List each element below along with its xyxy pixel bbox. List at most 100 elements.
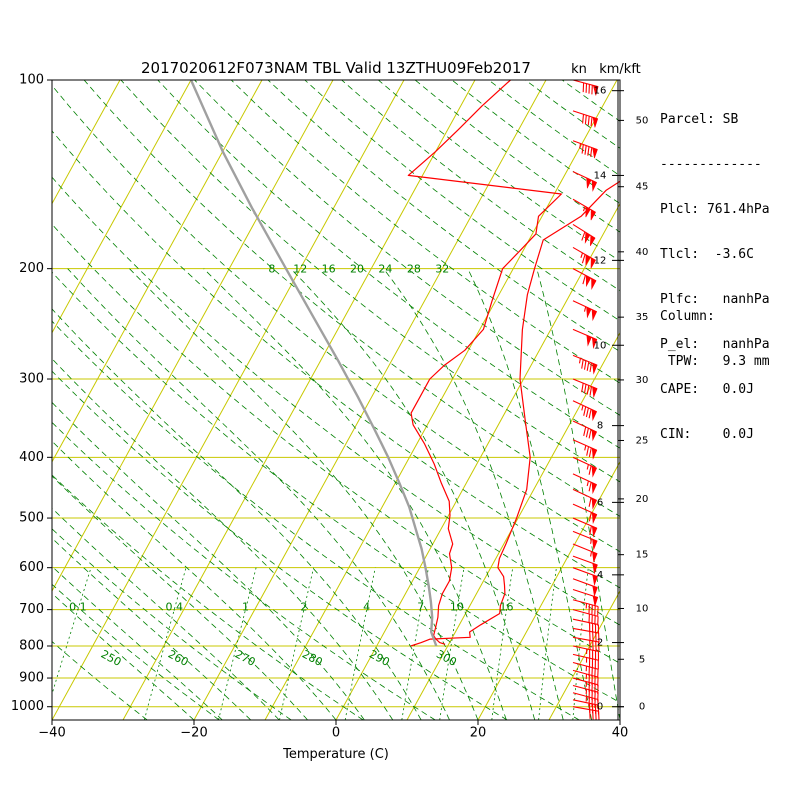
moist-adiabat-line [52,507,280,720]
km-tick-label: 12 [594,255,607,266]
wind-barb-half-feather [584,445,587,451]
wind-barb-feather [583,360,587,370]
wind-barb-flag [590,235,596,246]
wind-barb-feather [588,497,592,507]
dry-adiabat-line [230,80,620,384]
wind-barb-feather [581,359,584,369]
mixing-ratio-label: 0.1 [69,601,87,614]
km-tick-label: 4 [597,570,603,581]
x-tick-label: 40 [612,726,629,741]
wind-barb-flag [592,562,598,575]
profile-line [407,80,563,645]
wind-barb-staff [572,618,599,626]
mixing-ratio-line [279,567,314,720]
kft-tick-label: 50 [636,115,649,126]
wind-barb-flag [585,275,592,288]
wind-barb-feather [584,115,587,125]
chart-title: 2017020612F073NAM TBL Valid 13ZTHU09Feb2… [141,59,531,77]
parcel-info-line: Parcel: SB [660,112,739,127]
mixing-ratio-label: 10 [450,601,464,614]
axes: 0246810121416051015202530354045501002003… [11,73,648,741]
wind-barb-feather [586,446,590,456]
wind-barb-flag [586,306,592,319]
background-lines [52,80,620,720]
wind-barb-staff [572,645,599,652]
mixing-ratio-line [143,567,187,720]
isotherm-line [335,202,620,720]
km-tick-label: 16 [594,86,607,97]
parcel-info-line: ------------- [660,157,762,172]
wind-barb-flag [591,447,598,460]
moist-adiabat-line [52,308,422,720]
wind-barb-flag [591,497,598,510]
parcel-info-line: Plfc: nanhPa [660,292,770,307]
kft-tick-label: 20 [636,494,649,505]
wind-barb-staff [572,684,599,693]
wind-barb-feather [586,361,590,371]
wind-barb-flag [586,177,592,189]
x-tick-label: 20 [470,726,487,741]
wind-units-label: kn [571,62,587,77]
y-tick-label: 1000 [11,699,44,714]
parcel-info-line: CAPE: 0.0J [660,382,754,397]
wind-barb-feather [588,512,592,522]
km-tick-label: 6 [597,497,603,508]
wind-barb-feather [582,275,586,285]
dry-adiabat-line [52,474,364,720]
profile-line [410,180,620,647]
isotherm-label: 12 [293,263,307,276]
wind-barb-staff [572,669,599,678]
wind-barb-feather [589,362,593,372]
mixing-ratio-line [218,567,257,720]
y-tick-label: 500 [19,511,44,526]
dry-adiabat-line [52,370,508,720]
wind-barb-feather [583,426,587,437]
wind-barb-half-feather [580,252,584,258]
wind-barb-feather [587,146,590,156]
dry-adiabat-line [52,641,148,720]
y-tick-label: 200 [19,261,44,276]
mixing-ratio-line [52,567,92,696]
wind-barb-feather [588,409,592,419]
dry-adiabat-line [52,583,220,720]
wind-barb-flag [591,482,597,495]
mixing-ratio-label: 7 [417,601,424,614]
parcel-info-panel: Parcel: SB ------------- Plcl: 761.4hPa … [660,82,770,457]
column-info-panel: Column: TPW: 9.3 mm [660,279,770,384]
wind-barb-flag [591,465,597,478]
isotherm-line [52,80,334,592]
x-axis-label: Temperature (C) [282,747,389,762]
x-tick-label: 0 [332,726,340,741]
kft-tick-label: 35 [636,312,649,323]
mixing-ratio-label: 0.4 [166,601,184,614]
wind-barb-feather [581,383,584,393]
wind-barb-flag [591,409,597,422]
wind-barb-flag [585,254,591,266]
isotherm-label: 8 [268,263,275,276]
dry-adiabat-line [52,223,620,664]
parcel-info-line: P_el: nanhPa [660,337,770,352]
wind-barb-flag [592,386,598,399]
isotherm-line [122,80,476,720]
wind-barb-staff [572,627,599,634]
wind-barb-flag [591,309,597,322]
wind-barb-flag [592,551,598,563]
parcel-info-line: Tlcl: -3.6C [660,247,754,262]
kft-tick-label: 5 [639,654,645,665]
wind-barb-feather [583,384,587,394]
parcel-info-line: Plcl: 761.4hPa [660,202,770,217]
mixing-ratio-line [401,567,429,720]
wind-barb-staff [572,677,599,686]
mixing-ratio-line [344,567,376,720]
isotherm-line [193,80,547,720]
wind-barb-flag [591,525,598,538]
wind-barb-feather [590,147,593,157]
mixing-ratio-line [491,567,514,720]
y-tick-label: 400 [19,450,44,465]
dry-adiabat-line [194,80,620,416]
wind-barb-feather [587,116,590,126]
mixing-ratio-label: 16 [499,601,513,614]
wind-barb-flag [592,116,599,128]
wind-barb-feather [581,254,586,264]
isotherm-line [52,80,192,334]
